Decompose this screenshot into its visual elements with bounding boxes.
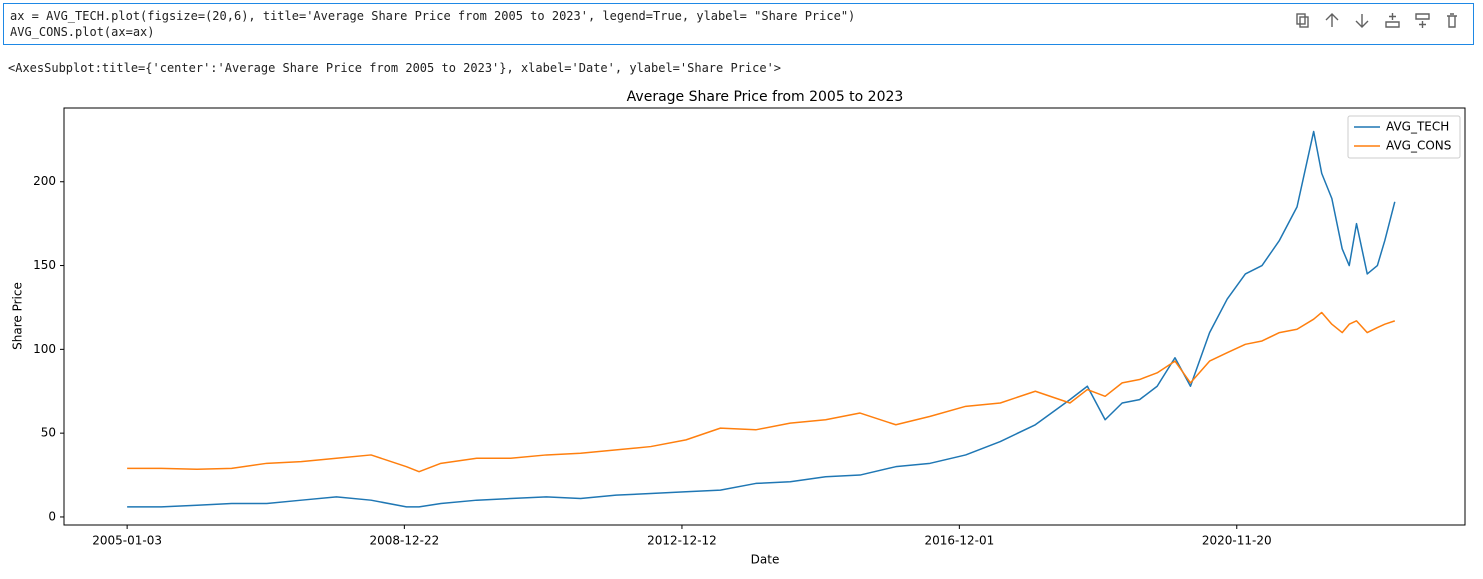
output-text: <AxesSubplot:title={'center':'Average Sh… [8, 61, 782, 75]
legend: AVG_TECH AVG_CONS [1347, 115, 1461, 159]
legend-label: AVG_TECH [1386, 120, 1449, 134]
x-tick-label: 2016-12-01 [924, 534, 994, 548]
cell-toolbar [1296, 13, 1457, 28]
code-cell[interactable]: ax = AVG_TECH.plot(figsize=(20,6), title… [3, 3, 1474, 45]
delete-button[interactable] [1447, 13, 1457, 28]
y-tick-label: 150 [33, 258, 56, 272]
series-line [127, 130, 1396, 508]
x-tick-label: 2020-11-20 [1202, 534, 1272, 548]
series-line [127, 311, 1396, 473]
y-axis-label: Share Price [11, 282, 25, 350]
y-tick-label: 0 [48, 509, 56, 523]
copy-button[interactable] [1296, 13, 1309, 28]
code-line: ax = AVG_TECH.plot(figsize=(20,6), title… [10, 9, 856, 23]
y-tick-label: 200 [33, 174, 56, 188]
y-tick-label: 100 [33, 342, 56, 356]
chart-title: Average Share Price from 2005 to 2023 [627, 89, 904, 105]
code-line: AVG_CONS.plot(ax=ax) [10, 25, 155, 39]
move-up-button[interactable] [1325, 13, 1339, 27]
y-tick-label: 50 [41, 426, 56, 440]
axes-frame [63, 107, 1466, 526]
insert-below-button[interactable] [1415, 13, 1430, 28]
insert-above-button[interactable] [1385, 13, 1400, 28]
move-down-button[interactable] [1355, 14, 1369, 28]
x-axis-label: Date [751, 553, 780, 567]
legend-label: AVG_CONS [1386, 139, 1451, 153]
x-tick-label: 2012-12-12 [647, 534, 717, 548]
x-tick-label: 2008-12-22 [369, 534, 439, 548]
x-tick-label: 2005-01-03 [92, 534, 162, 548]
